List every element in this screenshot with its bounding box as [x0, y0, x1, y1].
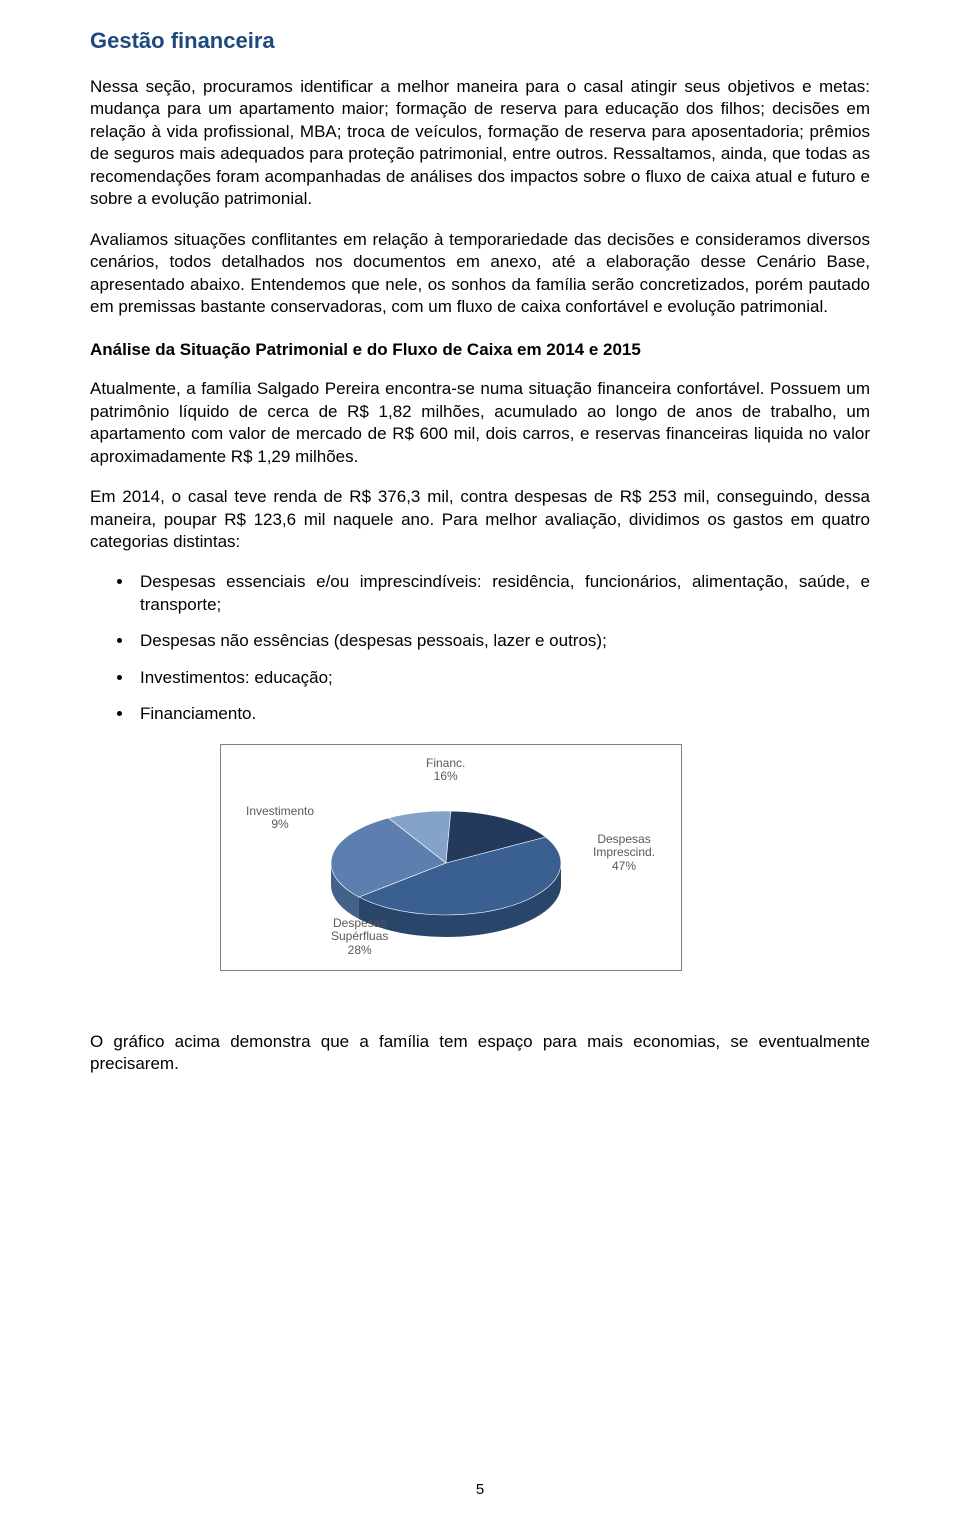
page: Gestão financeira Nessa seção, procuramo…	[0, 0, 960, 1518]
paragraph-intro: Nessa seção, procuramos identificar a me…	[90, 76, 870, 211]
list-item: Despesas essenciais e/ou imprescindíveis…	[134, 571, 870, 616]
list-item: Financiamento.	[134, 703, 870, 725]
list-item: Investimentos: educação;	[134, 667, 870, 689]
section-heading: Análise da Situação Patrimonial e do Flu…	[90, 340, 870, 360]
chart-label: DespesasSupérfluas28%	[331, 917, 388, 958]
chart-label: Financ.16%	[426, 757, 465, 785]
paragraph-conclusion: O gráfico acima demonstra que a família …	[90, 1031, 870, 1076]
page-number: 5	[0, 1481, 960, 1498]
paragraph-income: Em 2014, o casal teve renda de R$ 376,3 …	[90, 486, 870, 553]
paragraph-patrimony: Atualmente, a família Salgado Pereira en…	[90, 378, 870, 468]
chart-label: Investimento9%	[246, 805, 314, 833]
chart-label: DespesasImprescind.47%	[593, 833, 655, 874]
expense-categories-list: Despesas essenciais e/ou imprescindíveis…	[90, 571, 870, 725]
pie-chart: DespesasImprescind.47% DespesasSupérfluas…	[220, 744, 682, 971]
page-title: Gestão financeira	[90, 28, 870, 54]
paragraph-scenarios: Avaliamos situações conflitantes em rela…	[90, 229, 870, 319]
list-item: Despesas não essências (despesas pessoai…	[134, 630, 870, 652]
